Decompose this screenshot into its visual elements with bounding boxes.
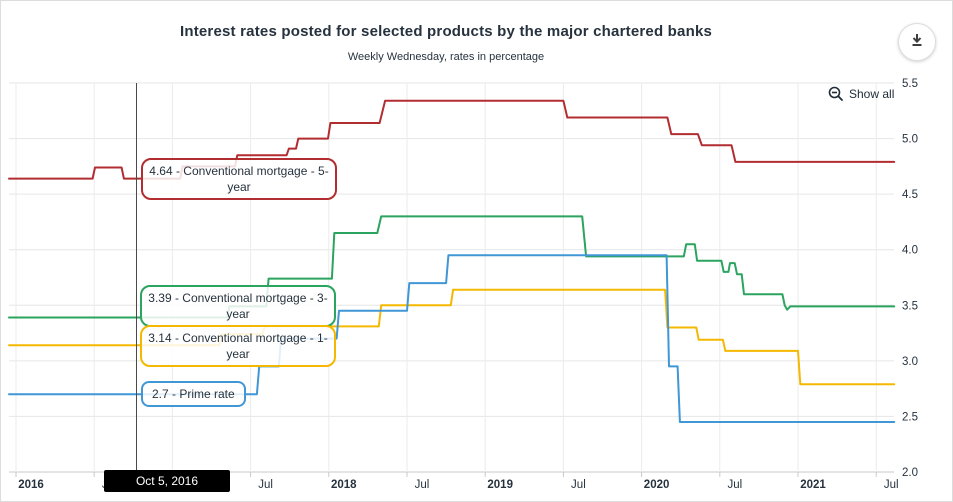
y-axis-label: 3.5: [902, 300, 918, 312]
download-icon: [909, 32, 925, 53]
y-axis-label: 2.0: [902, 467, 918, 479]
y-axis-label: 3.0: [902, 356, 918, 368]
x-axis-label: 2016: [18, 479, 44, 491]
x-axis-label: Jul: [727, 479, 742, 491]
cursor-line: [136, 83, 137, 472]
tooltip-mortgage-3-year: 3.39 - Conventional mortgage - 3-year: [140, 285, 336, 327]
x-axis-label: Jul: [884, 479, 899, 491]
download-button[interactable]: [898, 23, 936, 61]
series-line-conventional-mortgage-3-year[interactable]: [8, 215, 896, 319]
x-axis-label: 2019: [487, 479, 513, 491]
page-title: Interest rates posted for selected produ…: [179, 23, 713, 40]
y-axis-label: 2.5: [902, 411, 918, 423]
tooltip-mortgage-5-year: 4.64 - Conventional mortgage - 5-year: [141, 158, 337, 200]
y-axis-label: 5.5: [902, 78, 918, 90]
x-axis-label: Jul: [258, 479, 273, 491]
x-axis-label: 2021: [800, 479, 826, 491]
cursor-date-label: Oct 5, 2016: [104, 470, 230, 492]
show-all-button[interactable]: Show all: [828, 86, 894, 102]
chart-subtitle: Weekly Wednesday, rates in percentage: [347, 51, 545, 63]
zoom-out-icon: [828, 86, 844, 102]
y-axis-label: 4.0: [902, 245, 918, 257]
y-axis-label: 4.5: [902, 189, 918, 201]
x-axis-label: Jul: [571, 479, 586, 491]
y-axis-label: 5.0: [902, 134, 918, 146]
x-axis-label: Jul: [415, 479, 430, 491]
x-axis-label: 2020: [644, 479, 670, 491]
series-line-conventional-mortgage-5-year[interactable]: [8, 99, 896, 180]
x-axis-label: 2018: [331, 479, 357, 491]
tooltip-mortgage-1-year: 3.14 - Conventional mortgage - 1-year: [140, 325, 336, 367]
tooltip-prime-rate: 2.7 - Prime rate: [141, 381, 246, 407]
show-all-label: Show all: [849, 87, 895, 101]
